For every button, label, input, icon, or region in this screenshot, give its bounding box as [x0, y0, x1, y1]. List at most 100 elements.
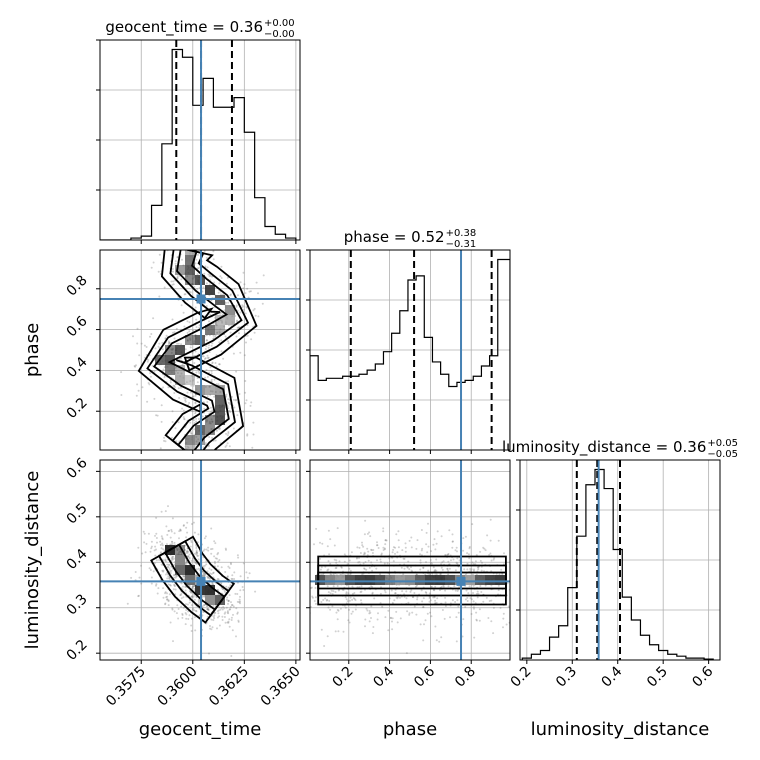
scatter-point: [203, 272, 206, 275]
scatter-point: [275, 599, 277, 601]
scatter-point: [210, 618, 213, 621]
scatter-point: [228, 594, 231, 597]
scatter-point: [515, 601, 517, 603]
x-tick-label: 0.3: [553, 664, 580, 691]
scatter-point: [179, 528, 182, 531]
x-tick-label: 0.3575: [103, 664, 149, 710]
scatter-point: [444, 589, 447, 592]
scatter-point: [379, 558, 382, 561]
scatter-point: [304, 609, 306, 611]
scatter-point: [553, 607, 555, 609]
scatter-point: [158, 342, 161, 345]
scatter-point: [150, 266, 153, 269]
scatter-point: [182, 245, 184, 247]
scatter-point: [444, 601, 447, 604]
x-tick-label: 0.3650: [258, 664, 304, 710]
scatter-point: [427, 569, 430, 572]
scatter-point: [468, 547, 471, 550]
scatter-point: [212, 322, 215, 325]
scatter-point: [167, 575, 170, 578]
scatter-point: [467, 592, 470, 595]
scatter-point: [368, 620, 371, 623]
scatter-point: [197, 451, 199, 453]
scatter-point: [170, 465, 172, 467]
scatter-point: [190, 541, 193, 544]
scatter-point: [193, 560, 196, 562]
panel-title-sup: +0.00: [264, 18, 295, 29]
scatter-point: [435, 542, 438, 545]
scatter-point: [211, 362, 214, 365]
scatter-point: [226, 575, 229, 578]
scatter-point: [161, 542, 164, 545]
scatter-point: [211, 436, 214, 439]
scatter-point: [511, 582, 513, 584]
scatter-point: [411, 611, 414, 614]
scatter-point: [145, 542, 148, 545]
scatter-point: [176, 277, 179, 280]
scatter-point: [429, 559, 432, 561]
scatter-point: [170, 530, 173, 533]
scatter-point: [206, 266, 209, 269]
scatter-point: [225, 393, 228, 396]
scatter-point: [391, 620, 393, 623]
scatter-point: [178, 243, 180, 245]
scatter-point: [171, 607, 174, 610]
scatter-point: [464, 535, 467, 538]
scatter-point: [336, 527, 339, 530]
scatter-point: [470, 613, 473, 615]
scatter-point: [408, 568, 411, 571]
scatter-point: [202, 549, 205, 552]
scatter-point: [207, 549, 210, 552]
scatter-point: [211, 275, 213, 278]
scatter-point: [211, 547, 214, 550]
scatter-point: [429, 611, 432, 614]
scatter-point: [354, 599, 357, 602]
scatter-point: [223, 612, 226, 615]
scatter-point: [430, 562, 433, 565]
scatter-point: [522, 584, 524, 586]
scatter-point: [347, 619, 350, 622]
scatter-point: [384, 616, 387, 619]
scatter-point: [422, 639, 425, 642]
scatter-point: [176, 256, 179, 259]
scatter-point: [166, 577, 169, 580]
scatter-point: [415, 613, 418, 616]
scatter-point: [120, 371, 123, 374]
scatter-point: [466, 596, 469, 599]
scatter-point: [217, 383, 220, 386]
scatter-point: [420, 529, 423, 531]
scatter-point: [165, 334, 168, 337]
density-cell: [185, 435, 195, 445]
scatter-point: [358, 546, 361, 549]
scatter-point: [184, 586, 187, 588]
scatter-point: [489, 518, 492, 521]
scatter-point: [185, 617, 188, 620]
scatter-point: [149, 335, 151, 338]
scatter-point: [331, 593, 334, 595]
scatter-point: [172, 280, 175, 283]
scatter-point: [209, 366, 212, 369]
scatter-point: [167, 604, 170, 607]
scatter-point: [502, 612, 505, 615]
scatter-point: [172, 588, 175, 591]
scatter-point: [454, 589, 457, 592]
panel-title-main: luminosity_distance = 0.36: [502, 438, 706, 457]
scatter-point: [377, 612, 379, 615]
density-cell: [185, 575, 195, 585]
scatter-point: [393, 599, 396, 602]
density-cell: [165, 345, 175, 355]
scatter-point: [206, 395, 209, 398]
scatter-point: [228, 608, 231, 611]
scatter-point: [410, 536, 413, 539]
scatter-point: [187, 464, 189, 466]
scatter-point: [292, 595, 294, 597]
scatter-point: [451, 599, 454, 602]
scatter-point: [217, 291, 220, 294]
scatter-point: [171, 268, 174, 270]
scatter-point: [136, 327, 139, 330]
scatter-point: [262, 274, 265, 277]
scatter-point: [422, 566, 425, 569]
scatter-point: [361, 573, 364, 576]
scatter-point: [136, 383, 139, 386]
scatter-point: [411, 596, 414, 598]
